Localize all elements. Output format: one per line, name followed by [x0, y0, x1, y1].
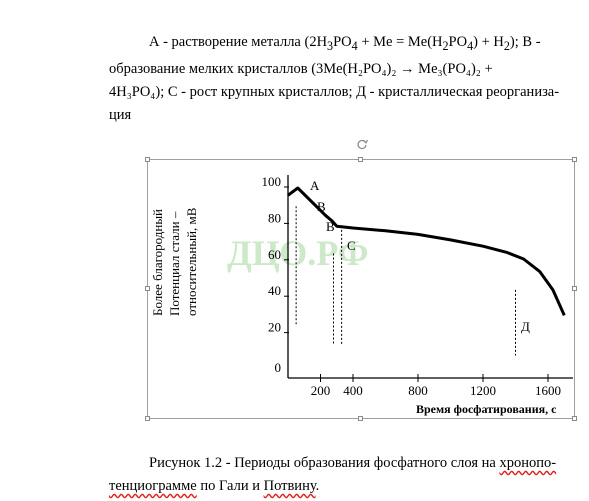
region-label: Д	[521, 319, 530, 334]
region-label: А	[310, 178, 320, 193]
watermark: ДЦО.РФ	[227, 233, 369, 273]
x-tick-label: 200	[311, 383, 331, 398]
resize-handle-ml[interactable]	[145, 286, 150, 291]
resize-handle-tr[interactable]	[572, 157, 577, 162]
y-tick-label: 40	[268, 283, 281, 298]
region-boundaries	[295, 206, 516, 356]
x-axis-title: Время фосфатирования, с	[416, 402, 557, 416]
legend-line-2: образование мелких кристаллов (3Me(H₂PO₄…	[109, 60, 493, 77]
legend-line-1: А - растворение металла (2H3PO4 + Me = M…	[149, 34, 541, 53]
spelling-flag-2[interactable]: тенциограмме	[109, 478, 197, 494]
resize-handle-tl[interactable]	[145, 157, 150, 162]
y-tick-label: 60	[268, 247, 281, 262]
ylabel-line-3: относительный, мВ	[184, 207, 199, 316]
legend-line-3: 4H₃PO₄); С - рост крупных кристаллов; Д …	[109, 83, 560, 100]
region-label: В	[317, 199, 326, 214]
y-axis-title: Более благородный Потенциал стали – отно…	[150, 207, 199, 316]
x-tick-label: 1600	[535, 383, 561, 398]
x-tick-label: 800	[408, 383, 428, 398]
ylabel-line-2: Потенциал стали –	[167, 211, 182, 316]
y-tick-label: 80	[268, 210, 281, 225]
rotate-handle-icon[interactable]	[356, 138, 368, 150]
y-tick-label: 100	[262, 174, 282, 189]
potential-curve	[287, 186, 566, 317]
resize-handle-bm[interactable]	[358, 416, 363, 421]
axes	[287, 175, 573, 379]
resize-handle-bl[interactable]	[145, 416, 150, 421]
spelling-flag-1[interactable]: хронопо-	[499, 455, 557, 471]
region-label: С	[347, 238, 356, 253]
y-tick-label: 0	[275, 360, 282, 375]
resize-handle-br[interactable]	[572, 416, 577, 421]
spelling-flag-3[interactable]: Потвину	[263, 478, 316, 494]
ylabel-line-1: Более благородный	[150, 209, 165, 316]
region-label: В	[326, 219, 335, 234]
legend-line-4: ция	[109, 106, 132, 123]
resize-handle-mr[interactable]	[572, 286, 577, 291]
y-tick-label: 20	[268, 320, 281, 335]
paragraph-legend: А - растворение металла (2H3PO4 + Me = M…	[109, 31, 572, 127]
figure-caption: Рисунок 1.2 - Периоды образования фосфат…	[109, 455, 557, 494]
x-tick-label: 1200	[470, 383, 496, 398]
x-tick-label: 400	[343, 383, 363, 398]
resize-handle-tm[interactable]	[358, 157, 363, 162]
